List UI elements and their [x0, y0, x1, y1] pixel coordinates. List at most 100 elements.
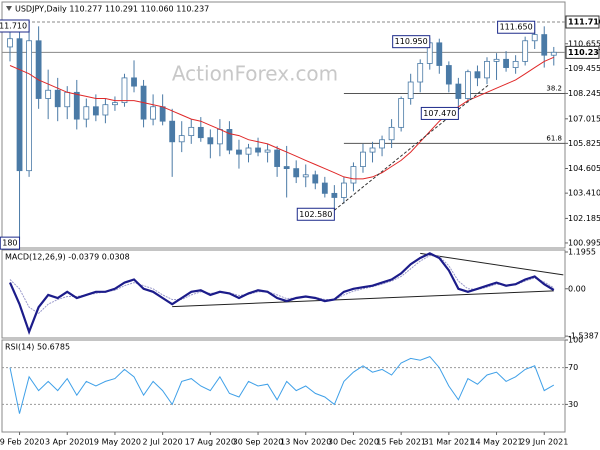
y-tick-label: 100 [568, 336, 583, 345]
candle-body [54, 89, 61, 108]
candle-body [92, 106, 99, 116]
y-tick-label: 70 [568, 363, 578, 372]
macd-line [8, 252, 555, 335]
candle-body [102, 104, 109, 116]
candle-body [522, 40, 529, 62]
fib-label: 38.2 [546, 84, 562, 92]
x-tick-label: 30 Sep 2020 [233, 438, 284, 447]
x-tick-label: 31 Mar 2021 [423, 438, 474, 447]
x-tick-label: 29 Jun 2021 [520, 438, 568, 447]
x-tick-label: 3 Apr 2020 [45, 438, 89, 447]
price-panel [1, 1, 566, 249]
x-tick-label: 14 May 2021 [470, 438, 522, 447]
candle-body [350, 166, 357, 184]
signal-line [9, 254, 555, 315]
trend-line [420, 252, 564, 276]
candle-body [445, 65, 452, 85]
y-tick-label: 107.015 [568, 114, 600, 123]
price-label: 110.237 [568, 48, 600, 57]
rsi-panel [1, 339, 566, 433]
candle-body [531, 34, 538, 42]
candle-body [503, 58, 509, 68]
annotation-label: 111.710 [0, 22, 27, 31]
candle-body [150, 106, 157, 120]
candle-body [312, 174, 319, 184]
y-tick-label: 110.655 [568, 39, 600, 48]
annotation-label: 107.470 [423, 109, 456, 118]
candle-body [379, 139, 385, 149]
moving-average [9, 56, 554, 180]
x-tick-label: 30 Dec 2020 [328, 438, 379, 447]
candle-body [178, 135, 185, 143]
candle-body [16, 38, 23, 172]
candle-body [417, 63, 424, 83]
candle-body [73, 91, 80, 120]
candle-body [207, 137, 214, 145]
price-label-box [565, 45, 600, 59]
y-tick-label: 109.455 [568, 64, 600, 73]
x-tick-label: 15 Feb 2021 [376, 438, 426, 447]
candle-body [340, 182, 347, 198]
candle-body [7, 38, 13, 48]
x-tick-label: 2 Jul 2020 [143, 438, 183, 447]
fib-label: 61.8 [546, 134, 562, 142]
annotation-label: 111.650 [500, 23, 533, 32]
y-tick-label: 102.185 [568, 214, 600, 223]
candle-body [159, 106, 166, 122]
price-label-box [565, 15, 600, 29]
candle-body [407, 81, 414, 99]
macd-panel [1, 249, 566, 339]
x-tick-label: 13 Nov 2020 [280, 438, 331, 447]
menu-icon [6, 6, 12, 11]
candle-body [398, 98, 405, 128]
candle-body [388, 126, 395, 141]
candle-body [369, 147, 376, 153]
annotation-box [0, 236, 21, 250]
y-tick-label: 1.1955 [568, 247, 596, 256]
y-tick-label: 100.995 [568, 238, 600, 247]
candle-body [131, 77, 137, 87]
candle-body [121, 77, 128, 104]
macd-title: MACD(12,26,9) -0.0379 0.0308 [5, 253, 130, 262]
annotation-box [0, 19, 30, 33]
candle-body [360, 151, 366, 167]
candle-body [484, 60, 490, 79]
candle-body [264, 149, 271, 153]
trend-line [334, 83, 490, 211]
candle-body [45, 89, 52, 99]
watermark: ActionForex.com [172, 62, 338, 86]
y-tick-label: -1.5387 [568, 332, 599, 341]
candle-body [293, 168, 300, 178]
annotation-box [420, 106, 459, 120]
candle-body [550, 51, 557, 56]
candle-body [283, 166, 290, 170]
candle-body [35, 40, 42, 99]
candle-body [465, 71, 471, 99]
candle-body [512, 60, 519, 68]
candle-body [331, 192, 338, 198]
candle-body [188, 126, 195, 137]
x-tick-label: 19 May 2020 [89, 438, 141, 447]
candle-body [197, 126, 204, 139]
candle-body [302, 174, 309, 178]
x-tick-label: 19 Feb 2020 [0, 438, 44, 447]
annotation-box [296, 207, 335, 221]
candle-body [455, 83, 462, 99]
candle-body [226, 129, 233, 151]
candle-body [245, 147, 252, 155]
candle-body [493, 58, 500, 62]
y-tick-label: 105.825 [568, 139, 600, 148]
y-tick-label: 30 [568, 400, 578, 409]
y-tick-label: 103.410 [568, 189, 600, 198]
candle-body [321, 182, 328, 194]
candle-body [436, 42, 443, 66]
candle-body [255, 147, 261, 153]
candle-body [274, 149, 281, 167]
candle-body [216, 129, 223, 145]
trend-line [172, 290, 554, 308]
y-tick-label: 0.00 [568, 284, 586, 293]
x-tick-label: 17 Aug 2020 [185, 438, 236, 447]
y-tick-label: 104.605 [568, 164, 600, 173]
rsi-line [9, 356, 555, 414]
